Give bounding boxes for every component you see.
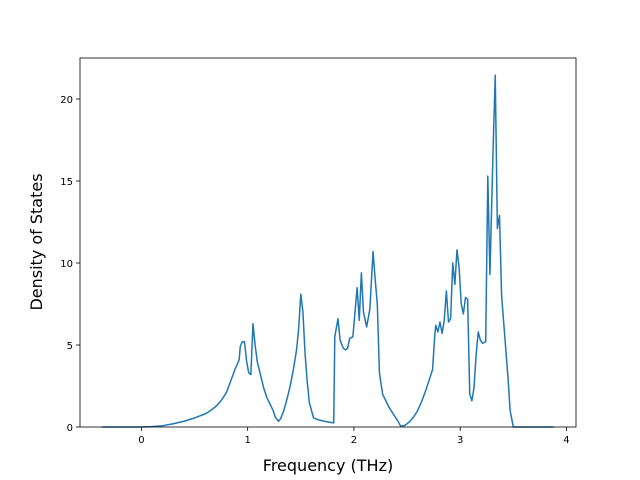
y-tick-label: 10 — [60, 259, 73, 270]
y-tick-label: 5 — [67, 341, 73, 352]
y-tick-label: 20 — [60, 95, 73, 106]
line-series — [102, 74, 554, 428]
y-axis-label: Density of States — [27, 173, 46, 310]
y-tick-label: 15 — [60, 177, 73, 188]
plot-frame — [79, 57, 577, 428]
x-tick-label: 0 — [138, 435, 144, 446]
x-tick-label: 1 — [244, 435, 250, 446]
x-tick-label: 4 — [563, 435, 569, 446]
x-axis-label: Frequency (THz) — [263, 456, 393, 475]
x-tick-label: 2 — [351, 435, 357, 446]
x-tick-label: 3 — [457, 435, 463, 446]
y-tick-label: 0 — [67, 423, 73, 434]
